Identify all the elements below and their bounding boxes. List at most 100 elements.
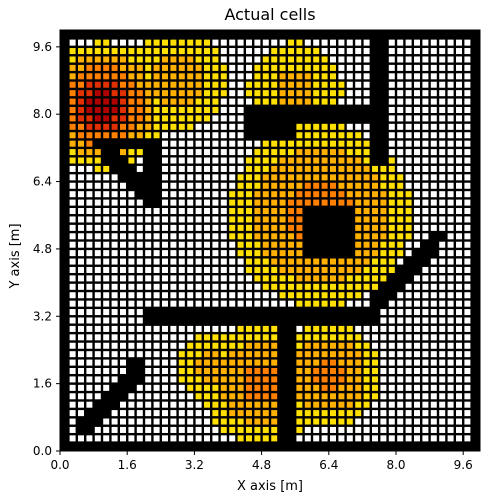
heatmap-cell	[204, 368, 210, 375]
heatmap-cell	[136, 266, 143, 273]
heatmap-cell	[78, 250, 84, 257]
heatmap-cell	[204, 233, 210, 240]
heatmap-cell	[246, 208, 252, 215]
heatmap-cell	[204, 98, 210, 105]
heatmap-cell	[94, 157, 101, 164]
heatmap-cell	[271, 418, 278, 425]
heatmap-cell	[372, 401, 378, 408]
heatmap-cell	[94, 182, 101, 189]
heatmap-cell	[170, 216, 177, 223]
heatmap-cell	[330, 384, 336, 391]
heatmap-cell	[187, 351, 194, 358]
heatmap-cell	[212, 165, 219, 172]
heatmap-cell	[170, 426, 177, 433]
heatmap-cell	[246, 376, 252, 383]
heatmap-cell	[296, 73, 303, 80]
heatmap-cell	[69, 123, 76, 130]
heatmap-cell	[430, 224, 437, 231]
heatmap-cell	[430, 73, 437, 80]
heatmap-cell	[304, 81, 311, 88]
heatmap-cell	[271, 208, 278, 215]
heatmap-cell	[69, 426, 76, 433]
heatmap-cell	[220, 283, 227, 290]
heatmap-cell	[388, 250, 395, 257]
heatmap-cell	[162, 39, 168, 46]
heatmap-cell	[304, 90, 311, 97]
heatmap-cell	[86, 393, 93, 400]
heatmap-cell	[187, 233, 194, 240]
heatmap-cell	[153, 81, 160, 88]
heatmap-cell	[86, 275, 93, 282]
heatmap-cell	[170, 334, 177, 341]
heatmap-cell	[178, 56, 185, 63]
heatmap-cell	[262, 98, 269, 105]
heatmap-cell	[447, 123, 454, 130]
heatmap-cell	[86, 191, 93, 198]
heatmap-cell	[170, 191, 177, 198]
heatmap-cell	[162, 140, 168, 147]
heatmap-cell	[69, 98, 76, 105]
heatmap-cell	[237, 64, 244, 71]
heatmap-cell	[220, 384, 227, 391]
heatmap-cell	[178, 199, 185, 206]
heatmap-cell	[86, 359, 93, 366]
heatmap-cell	[430, 342, 437, 349]
heatmap-cell	[355, 275, 362, 282]
heatmap-cell	[330, 157, 336, 164]
heatmap-cell	[330, 300, 336, 307]
heatmap-cell	[321, 401, 328, 408]
heatmap-cell	[187, 410, 194, 417]
heatmap-cell	[187, 241, 194, 248]
heatmap-cell	[153, 233, 160, 240]
heatmap-cell	[246, 165, 252, 172]
heatmap-cell	[111, 64, 118, 71]
heatmap-cell	[103, 300, 110, 307]
heatmap-cell	[246, 300, 252, 307]
heatmap-cell	[187, 157, 194, 164]
heatmap-cell	[414, 157, 420, 164]
heatmap-cell	[271, 393, 278, 400]
heatmap-cell	[145, 115, 152, 122]
heatmap-cell	[204, 81, 210, 88]
heatmap-cell	[153, 258, 160, 265]
heatmap-cell	[430, 266, 437, 273]
heatmap-cell	[128, 309, 135, 316]
heatmap-cell	[128, 73, 135, 80]
heatmap-cell	[162, 241, 168, 248]
heatmap-cell	[128, 48, 135, 55]
heatmap-cell	[330, 275, 336, 282]
heatmap-cell	[229, 73, 236, 80]
heatmap-cell	[346, 283, 353, 290]
heatmap-cell	[254, 266, 261, 273]
heatmap-cell	[111, 56, 118, 63]
heatmap-cell	[120, 191, 126, 198]
heatmap-cell	[229, 224, 236, 231]
heatmap-cell	[338, 351, 345, 358]
heatmap-cell	[229, 140, 236, 147]
heatmap-cell	[296, 98, 303, 105]
heatmap-cell	[187, 384, 194, 391]
heatmap-cell	[145, 81, 152, 88]
heatmap-cell	[237, 426, 244, 433]
heatmap-cell	[464, 149, 471, 156]
heatmap-cell	[195, 106, 202, 113]
heatmap-cell	[136, 216, 143, 223]
heatmap-cell	[237, 208, 244, 215]
heatmap-cell	[178, 149, 185, 156]
heatmap-cell	[94, 368, 101, 375]
heatmap-cell	[78, 56, 84, 63]
heatmap-cell	[271, 300, 278, 307]
heatmap-cell	[69, 275, 76, 282]
heatmap-cell	[313, 98, 320, 105]
heatmap-cell	[153, 359, 160, 366]
heatmap-cell	[439, 64, 446, 71]
heatmap-cell	[271, 359, 278, 366]
heatmap-cell	[94, 123, 101, 130]
heatmap-cell	[355, 359, 362, 366]
heatmap-cell	[212, 283, 219, 290]
heatmap-cell	[355, 208, 362, 215]
heatmap-cell	[313, 140, 320, 147]
heatmap-cell	[229, 275, 236, 282]
heatmap-cell	[313, 149, 320, 156]
heatmap-cell	[103, 224, 110, 231]
